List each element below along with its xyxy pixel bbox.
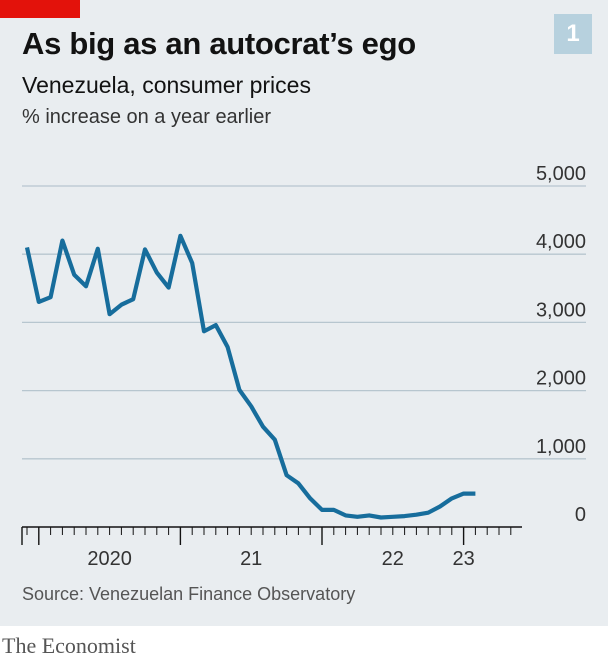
chart-number-badge: 1: [554, 14, 592, 54]
y-tick-label: 2,000: [536, 368, 586, 390]
chart-card: 1 As big as an autocrat’s ego Venezuela,…: [0, 0, 608, 626]
chart-subtitle: Venezuela, consumer prices: [22, 72, 311, 98]
y-tick-label: 4,000: [536, 231, 586, 253]
x-tick-label: 23: [452, 548, 474, 570]
brand-red-tag: [0, 0, 80, 18]
line-chart: 0 1,000 2,000 3,000 4,000 5,000 2020 21 22 23: [21, 163, 586, 570]
y-tick-label: 5,000: [536, 163, 586, 185]
y-tick-label: 3,000: [536, 299, 586, 321]
x-tick-label: 22: [382, 548, 404, 570]
y-tick-label: 1,000: [536, 436, 586, 458]
y-tick-label: 0: [575, 504, 586, 526]
chart-units-label: % increase on a year earlier: [22, 106, 272, 128]
chart-title: As big as an autocrat’s ego: [22, 26, 416, 61]
source-note: Source: Venezuelan Finance Observatory: [22, 584, 356, 604]
x-tick-label: 2020: [87, 548, 132, 570]
series-line-consumer-prices: [24, 233, 476, 520]
brand-wordmark: The Economist: [2, 633, 136, 658]
x-tick-label: 21: [240, 548, 262, 570]
